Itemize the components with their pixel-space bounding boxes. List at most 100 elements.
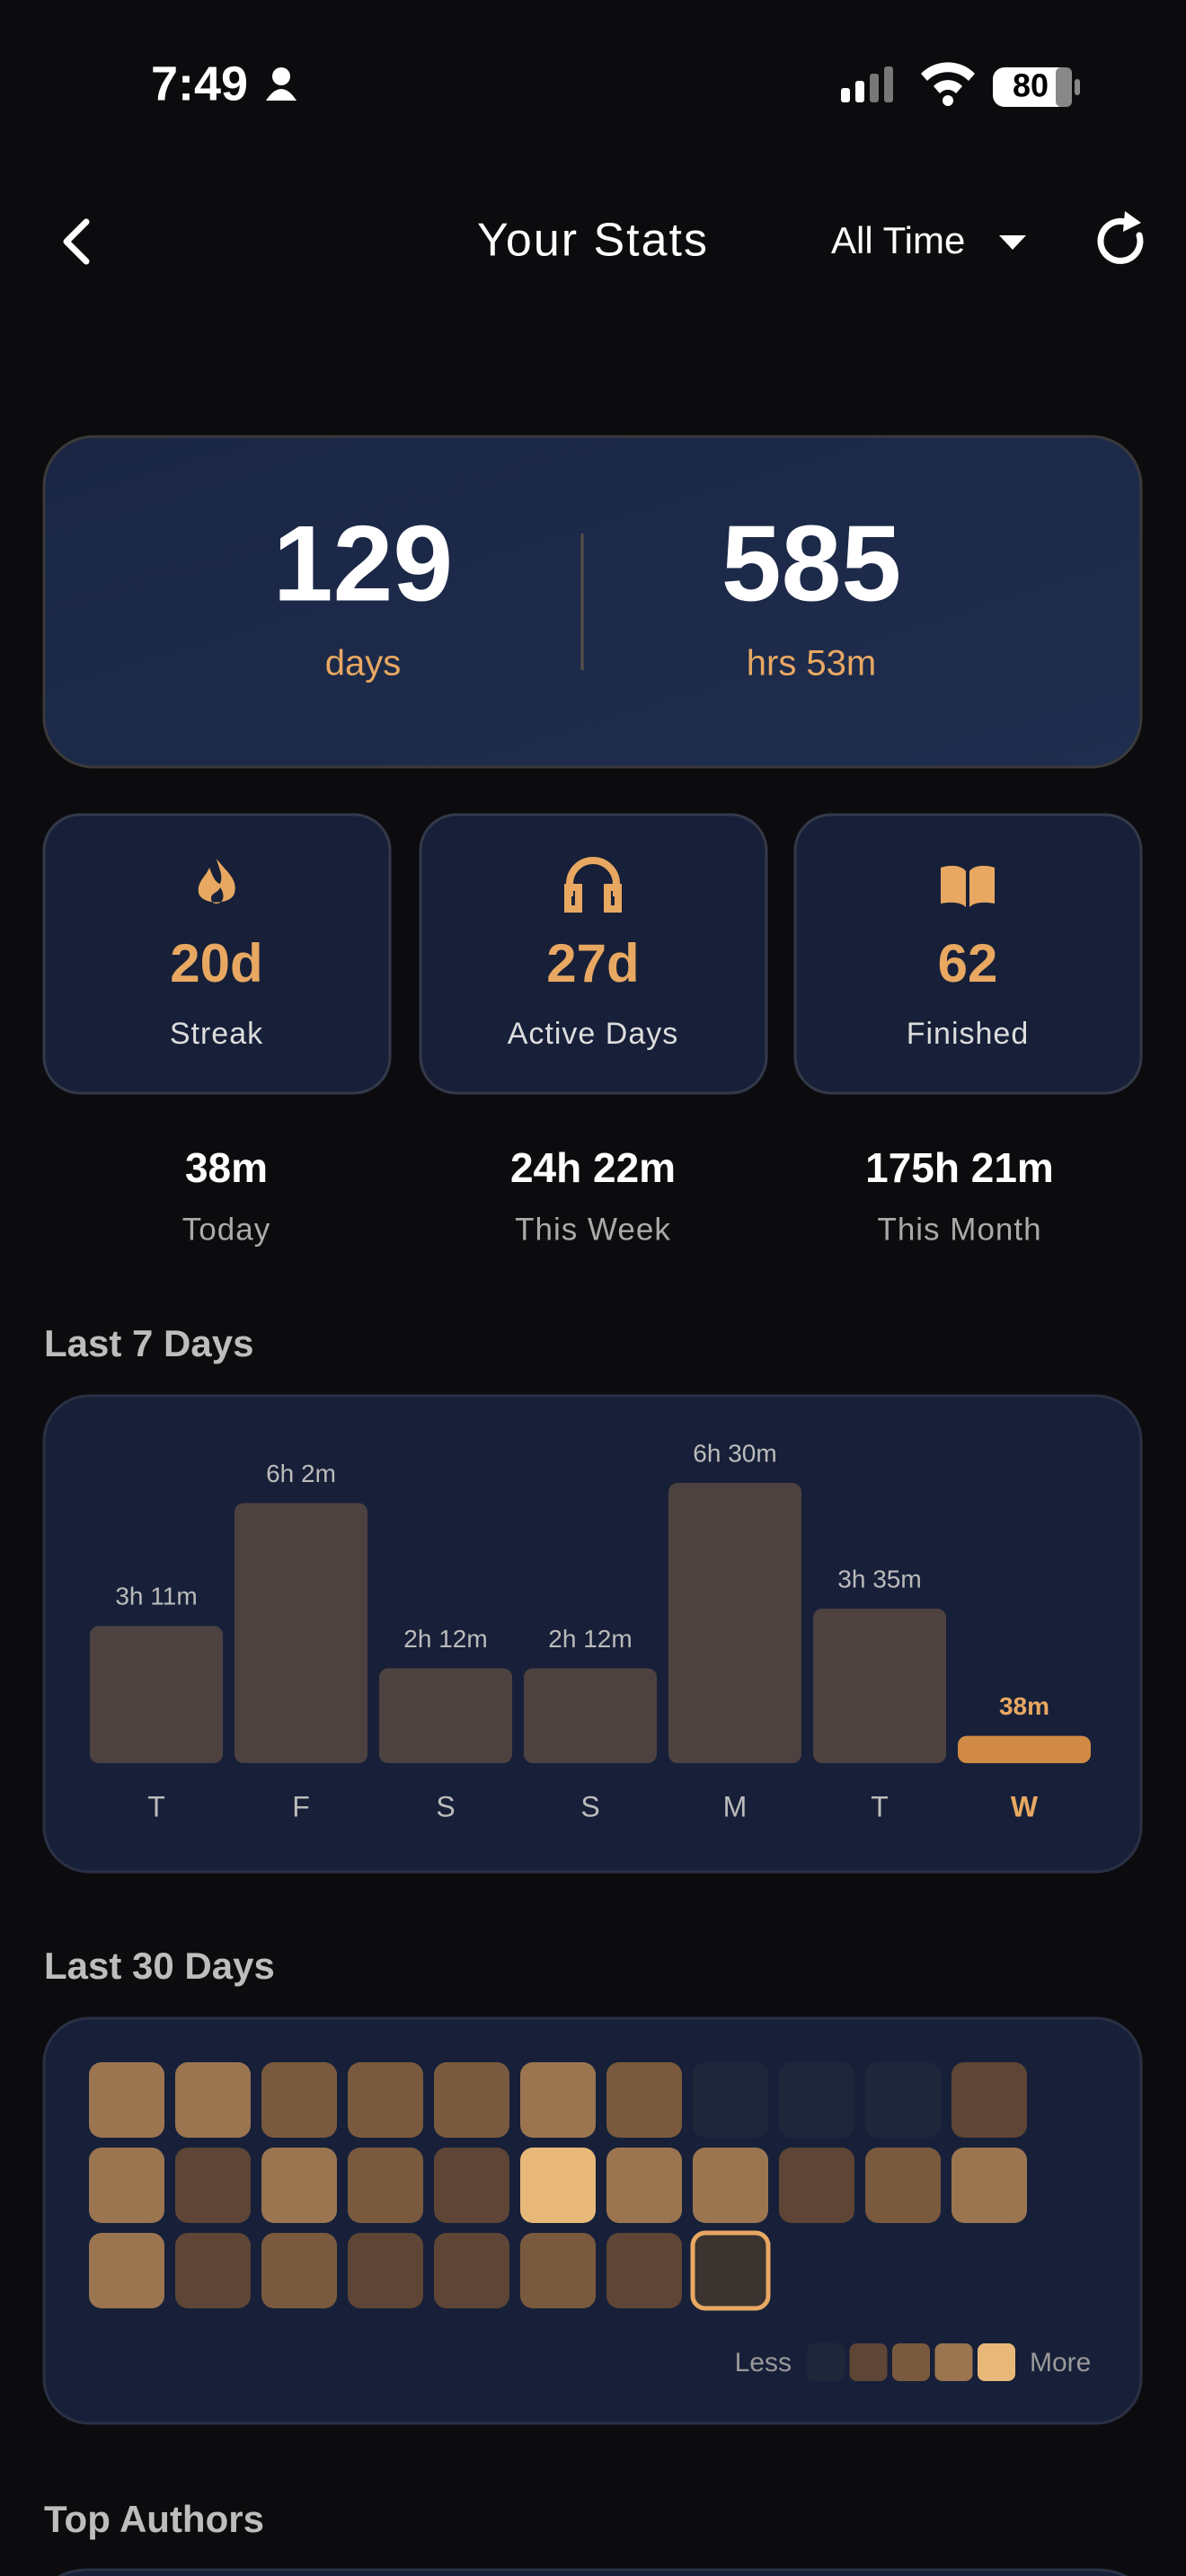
- heat-cell: [690, 2230, 771, 2311]
- heat-cell: [89, 2148, 164, 2223]
- stat-icon: [941, 865, 995, 907]
- bar-label: 3h 35m: [837, 1565, 921, 1592]
- stat-card: [419, 813, 768, 1095]
- signal-icon: [841, 66, 893, 102]
- day-label: T: [147, 1790, 165, 1822]
- refresh-button[interactable]: [1097, 211, 1144, 264]
- heat-cell: [261, 2062, 337, 2138]
- stat-value: 62: [938, 933, 998, 993]
- wifi-icon: [921, 62, 975, 106]
- heat-cell: [175, 2062, 251, 2138]
- summary-card: [42, 435, 1143, 769]
- period-label: This Week: [515, 1212, 671, 1247]
- bar: [379, 1668, 512, 1763]
- heat-cell: [693, 2062, 768, 2138]
- bar-label: 3h 11m: [115, 1583, 197, 1610]
- heat-cell: [779, 2148, 854, 2223]
- stat-label: Finished: [907, 1017, 1030, 1051]
- heat-cell: [606, 2233, 682, 2308]
- bar: [813, 1609, 946, 1763]
- day-label: M: [723, 1790, 748, 1822]
- bar-label: 6h 2m: [266, 1460, 336, 1487]
- heat-cell: [434, 2233, 509, 2308]
- day-label: W: [1011, 1790, 1039, 1822]
- bar: [668, 1483, 801, 1763]
- stat-label: Active Days: [508, 1017, 679, 1051]
- heat-cell: [261, 2148, 337, 2223]
- legend-swatch: [892, 2343, 930, 2381]
- section-title: Last 7 Days: [44, 1322, 253, 1364]
- bar-label: 6h 30m: [693, 1439, 776, 1467]
- summary-days: 129: [273, 504, 453, 624]
- bar: [958, 1735, 1091, 1763]
- heat-cell: [348, 2148, 423, 2223]
- person-icon: [266, 67, 296, 101]
- stat-value: 27d: [546, 933, 639, 993]
- page-title: Your Stats: [477, 215, 709, 267]
- heat-cell: [520, 2233, 596, 2308]
- heat-cell: [520, 2148, 596, 2223]
- legend-swatch: [807, 2343, 845, 2381]
- legend-swatch: [978, 2343, 1015, 2381]
- bar: [524, 1668, 657, 1763]
- heat-cell: [261, 2233, 337, 2308]
- stat-value: 20d: [170, 933, 262, 993]
- heat-cell: [865, 2148, 941, 2223]
- day-label: S: [436, 1790, 455, 1822]
- heat-cell: [951, 2148, 1027, 2223]
- dropdown-arrow[interactable]: [999, 235, 1026, 250]
- heat-cell: [865, 2062, 941, 2138]
- period-label: Today: [182, 1212, 270, 1247]
- summary-hours-label: hrs 53m: [747, 644, 877, 684]
- summary-days-label: days: [325, 644, 402, 684]
- legend-swatch: [934, 2343, 973, 2381]
- heat-cell: [89, 2062, 164, 2138]
- battery: [993, 67, 1072, 107]
- day-label: F: [292, 1790, 310, 1822]
- heat-cell: [520, 2062, 596, 2138]
- legend-more: More: [1030, 2348, 1091, 2378]
- summary-hours: 585: [721, 504, 901, 624]
- stat-icon: [198, 859, 235, 904]
- heat-cell: [434, 2062, 509, 2138]
- status-time: 7:49: [151, 57, 248, 110]
- period-label: This Month: [877, 1212, 1041, 1247]
- battery-tip: [1075, 79, 1080, 95]
- bar-label: 2h 12m: [548, 1625, 632, 1653]
- period-value: 38m: [185, 1144, 268, 1191]
- battery-empty: [1056, 67, 1072, 107]
- section-title: Last 30 Days: [44, 1945, 275, 1987]
- period-value: 24h 22m: [510, 1144, 676, 1191]
- heat-cell: [606, 2148, 682, 2223]
- stat-card: [42, 813, 392, 1095]
- legend-swatch: [849, 2343, 888, 2381]
- section-title: Top Authors: [44, 2498, 264, 2540]
- bar-label: 2h 12m: [403, 1625, 487, 1653]
- stat-card: [793, 813, 1143, 1095]
- heat-cell: [606, 2062, 682, 2138]
- bar: [235, 1503, 367, 1763]
- heat-cell: [348, 2062, 423, 2138]
- heat-cell: [693, 2148, 768, 2223]
- back-button[interactable]: [63, 218, 90, 265]
- stat-label: Streak: [170, 1017, 263, 1051]
- heat-cell: [779, 2062, 854, 2138]
- heat-cell: [348, 2233, 423, 2308]
- heat-cell: [175, 2148, 251, 2223]
- heat-cell: [89, 2233, 164, 2308]
- authors-card: [57, 2568, 1128, 2576]
- legend-less: Less: [735, 2348, 792, 2378]
- bar: [90, 1626, 223, 1763]
- heat-cell: [951, 2062, 1027, 2138]
- bar-label: 38m: [999, 1692, 1049, 1720]
- heat-cell: [434, 2148, 509, 2223]
- battery-level: 80: [1013, 67, 1049, 104]
- stat-icon: [564, 857, 622, 913]
- heat-cell: [175, 2233, 251, 2308]
- period-value: 175h 21m: [865, 1144, 1054, 1191]
- day-label: T: [871, 1790, 889, 1822]
- time-filter[interactable]: All Time: [831, 219, 965, 261]
- day-label: S: [580, 1790, 599, 1822]
